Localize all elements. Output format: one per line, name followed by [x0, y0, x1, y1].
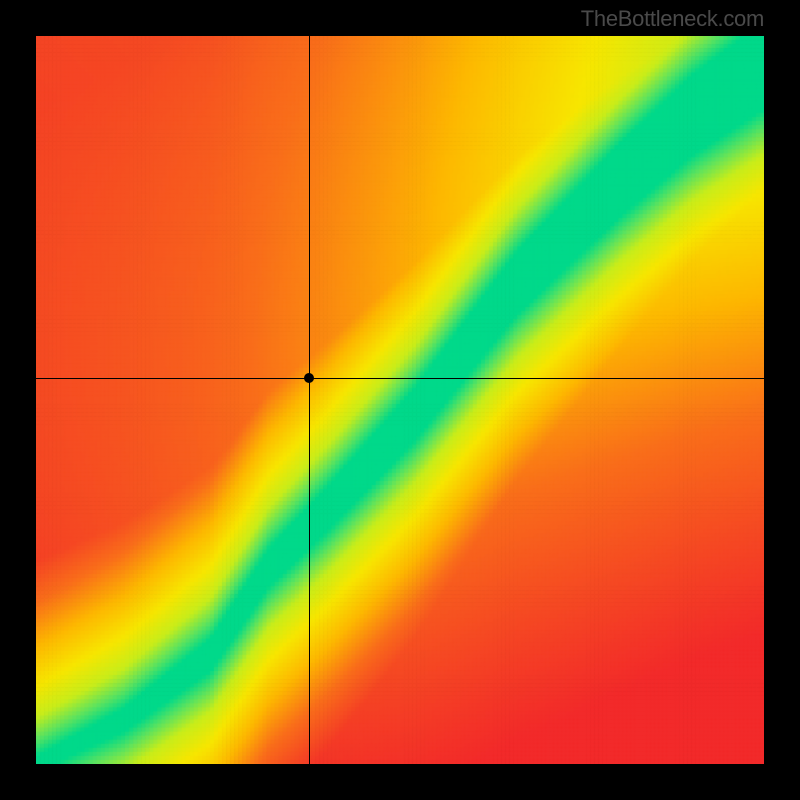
- heatmap-plot: [36, 36, 764, 764]
- crosshair-vertical: [309, 36, 310, 764]
- heatmap-canvas: [36, 36, 764, 764]
- crosshair-marker: [304, 373, 314, 383]
- crosshair-horizontal: [36, 378, 764, 379]
- watermark-text: TheBottleneck.com: [581, 6, 764, 32]
- chart-container: { "watermark": "TheBottleneck.com", "wat…: [0, 0, 800, 800]
